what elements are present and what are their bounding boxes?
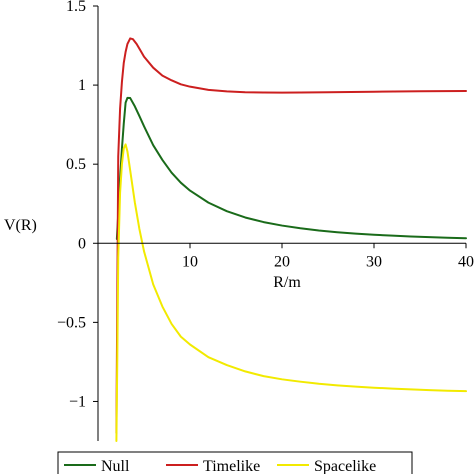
legend: Null Timelike Spacelike	[57, 451, 413, 474]
x-tick-label: 20	[274, 253, 290, 270]
legend-box	[57, 451, 413, 474]
series-line-timelike	[115, 37, 467, 435]
plot-lines	[115, 37, 467, 442]
series-line-spacelike	[115, 143, 467, 442]
x-tick-label: 10	[182, 253, 198, 270]
y-tick-label: 1	[78, 77, 86, 94]
legend-label-spacelike: Spacelike	[314, 458, 376, 474]
series-line-null	[115, 96, 467, 240]
axes	[93, 5, 467, 441]
y-tick-label: 1.5	[66, 0, 86, 15]
tick-labels: 1.5 1 0.5 0 −0.5 −1 10 20 30 40	[57, 0, 474, 410]
y-tick-label: 0.5	[66, 156, 86, 173]
y-tick-label: 0	[78, 235, 86, 252]
legend-label-timelike: Timelike	[203, 458, 260, 474]
y-tick-label: −1	[69, 393, 86, 410]
y-tick-label: −0.5	[57, 314, 86, 331]
x-axis-label: R/m	[273, 274, 301, 291]
y-axis-label: V(R)	[4, 217, 37, 234]
x-tick-label: 40	[458, 253, 474, 270]
legend-label-null: Null	[101, 458, 130, 474]
x-tick-label: 30	[366, 253, 382, 270]
